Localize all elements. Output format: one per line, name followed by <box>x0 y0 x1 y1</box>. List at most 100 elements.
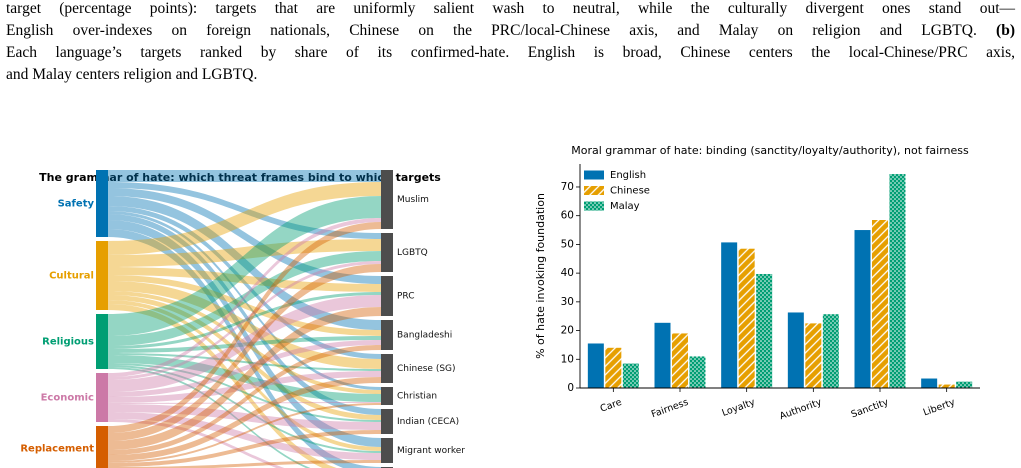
flow <box>108 403 381 463</box>
flow <box>108 412 381 460</box>
source-label: Safety <box>58 199 95 210</box>
y-tick-label: 30 <box>561 296 574 308</box>
flow <box>108 214 381 415</box>
target-node <box>381 233 393 272</box>
caption-line: target (percentage points): targets that… <box>6 0 1015 17</box>
caption-label: (b) <box>996 22 1015 39</box>
bar <box>872 220 888 388</box>
flow <box>108 353 381 371</box>
x-tick-label: Authority <box>778 397 823 423</box>
bar <box>956 381 973 388</box>
source-node <box>96 426 108 468</box>
y-tick-label: 0 <box>567 382 574 394</box>
x-tick-label: Care <box>599 397 624 415</box>
flow <box>108 292 381 349</box>
target-node <box>381 387 393 405</box>
flow <box>108 291 381 394</box>
flow <box>108 430 381 467</box>
bar-title: Moral grammar of hate: binding (sanctity… <box>571 144 969 157</box>
bar <box>822 314 839 388</box>
legend-label: Chinese <box>610 186 650 197</box>
bar <box>689 356 706 388</box>
y-axis-label: % of hate invoking foundation <box>534 193 547 359</box>
target-label: Chinese (SG) <box>397 364 456 374</box>
flow <box>108 355 381 402</box>
flow <box>108 222 381 433</box>
flow <box>108 300 381 451</box>
caption-text: English over-indexes on foreign national… <box>6 22 977 39</box>
target-node <box>381 438 393 463</box>
flow <box>108 229 381 468</box>
bar <box>587 343 604 388</box>
x-tick-label: Fairness <box>650 397 690 421</box>
bar <box>672 333 688 388</box>
flow <box>108 188 381 284</box>
flow <box>108 404 381 430</box>
x-tick-label: Loyalty <box>720 397 756 419</box>
flow <box>108 218 381 377</box>
y-tick-label: 10 <box>561 353 574 365</box>
flow <box>108 363 381 422</box>
y-tick-label: 20 <box>561 325 574 337</box>
bar <box>721 242 738 388</box>
flow <box>108 307 381 450</box>
flow <box>108 267 381 292</box>
flow <box>108 295 381 420</box>
caption-line: Each language’s targets ranked by share … <box>6 44 1015 61</box>
bar <box>938 384 955 388</box>
flow <box>108 419 285 468</box>
flow <box>108 239 381 267</box>
flow <box>108 211 381 390</box>
caption: target (percentage points): targets that… <box>6 0 1015 86</box>
flow <box>108 371 381 403</box>
y-tick-label: 60 <box>561 210 574 222</box>
source-node <box>96 373 108 422</box>
flow <box>108 196 381 336</box>
bar <box>654 322 671 388</box>
target-label: LGBTQ <box>397 248 428 258</box>
source-node <box>96 241 108 310</box>
x-tick-label: Liberty <box>922 397 957 419</box>
target-label: Christian <box>397 392 437 402</box>
target-label: Indian (CECA) <box>397 417 459 427</box>
target-node <box>381 276 393 316</box>
flow <box>108 251 381 346</box>
bar <box>805 323 822 388</box>
caption-line: English over-indexes on foreign national… <box>6 20 1015 42</box>
source-label: Cultural <box>49 271 94 282</box>
y-tick-label: 50 <box>561 238 574 250</box>
legend-swatch <box>584 186 604 195</box>
y-tick-label: 70 <box>561 181 574 193</box>
bar <box>889 174 906 388</box>
target-node <box>381 320 393 350</box>
y-tick-label: 40 <box>561 267 574 279</box>
bar <box>738 248 755 388</box>
flow <box>108 281 381 369</box>
bar <box>787 312 804 388</box>
flow <box>108 182 381 255</box>
flow <box>108 196 381 330</box>
flow <box>108 345 381 455</box>
target-node <box>381 409 393 434</box>
source-label: Economic <box>41 393 94 404</box>
legend-label: English <box>610 170 646 181</box>
bar <box>605 347 622 388</box>
flow <box>108 460 381 468</box>
flow <box>108 377 381 461</box>
legend-swatch <box>584 201 604 211</box>
flow <box>108 261 381 380</box>
source-label: Replacement <box>20 444 94 455</box>
source-node <box>96 314 108 369</box>
target-label: Migrant worker <box>397 446 465 456</box>
flow <box>108 170 381 182</box>
legend-label: Malay <box>610 201 640 212</box>
target-node <box>381 354 393 383</box>
bar <box>622 363 639 388</box>
flow <box>108 182 381 239</box>
target-label: PRC <box>397 292 415 302</box>
flow <box>108 264 381 441</box>
flow <box>108 220 381 447</box>
source-label: Religious <box>42 337 94 348</box>
